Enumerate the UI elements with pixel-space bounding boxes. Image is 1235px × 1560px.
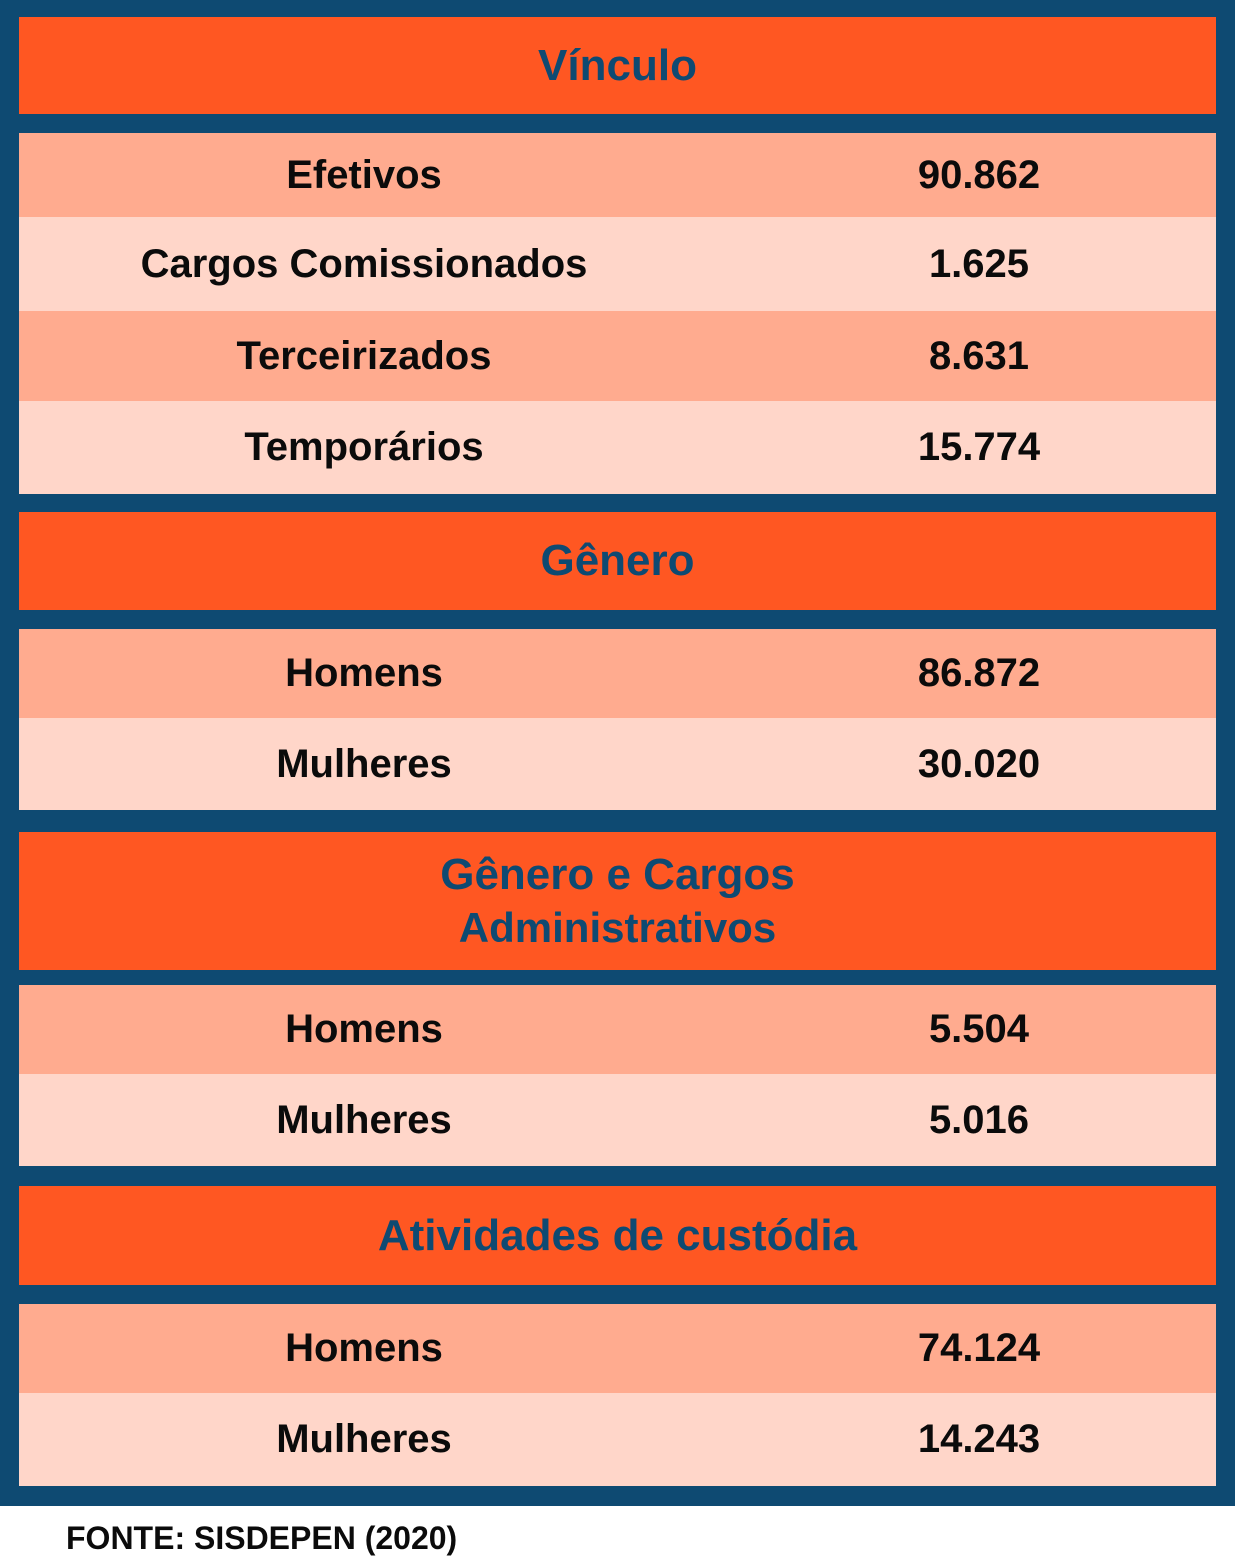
source-note: FONTE: SISDEPEN (2020) — [66, 1520, 458, 1556]
row-value: 30.020 — [917, 741, 1041, 786]
row-label: Homens — [285, 1007, 443, 1051]
section-title: Vínculo — [538, 40, 697, 90]
row-value: 5.504 — [928, 1007, 1030, 1051]
table-row: Homens 5.504 — [19, 985, 1216, 1074]
section-title: Atividades de custódia — [377, 1210, 858, 1260]
row-value: 8.631 — [928, 333, 1030, 378]
section-header-vinculo: Vínculo — [19, 17, 1216, 114]
row-label: Homens — [285, 651, 443, 695]
section-header-genero-cargos: Gênero e Cargos Administrativos — [19, 832, 1216, 970]
table-frame: Vínculo Efetivos 90.862 Cargos Comission… — [0, 0, 1235, 1506]
row-label: Temporários — [244, 425, 484, 469]
row-label: Cargos Comissionados — [140, 241, 588, 286]
row-label: Mulheres — [276, 1417, 452, 1461]
row-value: 5.016 — [928, 1097, 1030, 1142]
section-title: Gênero e Cargos — [440, 850, 795, 899]
row-label: Homens — [285, 1326, 443, 1370]
table-row: Mulheres 5.016 — [19, 1074, 1216, 1166]
table-row: Mulheres 30.020 — [19, 718, 1216, 810]
row-label: Efetivos — [286, 152, 442, 197]
row-value: 14.243 — [917, 1417, 1041, 1461]
row-label: Terceirizados — [236, 333, 492, 378]
table-row: Mulheres 14.243 — [19, 1393, 1216, 1486]
row-value: 1.625 — [928, 241, 1030, 286]
row-label: Mulheres — [276, 1097, 452, 1142]
table-row: Terceirizados 8.631 — [19, 311, 1216, 401]
section-title: Gênero — [540, 536, 695, 585]
table-row: Homens 74.124 — [19, 1304, 1216, 1393]
row-label: Mulheres — [276, 741, 452, 786]
table-row: Temporários 15.774 — [19, 401, 1216, 494]
row-value: 74.124 — [917, 1326, 1041, 1370]
table-row: Efetivos 90.862 — [19, 133, 1216, 217]
table-row: Cargos Comissionados 1.625 — [19, 217, 1216, 311]
table-row: Homens 86.872 — [19, 629, 1216, 718]
section-title-line2: Administrativos — [458, 904, 777, 951]
row-value: 15.774 — [917, 425, 1041, 469]
section-header-genero: Gênero — [19, 512, 1216, 610]
section-header-custodia: Atividades de custódia — [19, 1186, 1216, 1285]
row-value: 86.872 — [917, 651, 1041, 695]
row-value: 90.862 — [917, 152, 1041, 197]
